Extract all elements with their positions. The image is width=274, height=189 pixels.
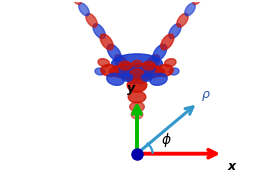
Ellipse shape — [95, 68, 105, 75]
Ellipse shape — [137, 65, 152, 84]
Text: y: y — [127, 82, 135, 95]
Ellipse shape — [115, 55, 129, 72]
Ellipse shape — [193, 0, 202, 4]
Ellipse shape — [141, 74, 152, 81]
Ellipse shape — [116, 65, 158, 78]
Ellipse shape — [79, 3, 89, 16]
Text: x: x — [227, 160, 235, 173]
Text: ϕ: ϕ — [161, 133, 171, 147]
Ellipse shape — [127, 78, 147, 92]
Ellipse shape — [100, 34, 113, 50]
Ellipse shape — [156, 65, 173, 77]
Ellipse shape — [72, 0, 81, 4]
Ellipse shape — [161, 34, 174, 50]
Ellipse shape — [93, 24, 105, 38]
Ellipse shape — [107, 44, 121, 61]
Ellipse shape — [153, 44, 167, 61]
Ellipse shape — [150, 73, 167, 85]
Ellipse shape — [130, 102, 144, 112]
Ellipse shape — [110, 64, 164, 79]
Ellipse shape — [119, 61, 132, 70]
Ellipse shape — [177, 13, 188, 27]
Ellipse shape — [112, 54, 162, 74]
Ellipse shape — [185, 3, 195, 16]
Ellipse shape — [128, 91, 146, 103]
Ellipse shape — [98, 59, 110, 67]
Ellipse shape — [164, 59, 176, 67]
Ellipse shape — [131, 110, 143, 119]
Ellipse shape — [101, 65, 118, 77]
Ellipse shape — [132, 60, 142, 67]
Ellipse shape — [169, 68, 179, 75]
Ellipse shape — [107, 73, 124, 85]
Ellipse shape — [122, 74, 133, 81]
Ellipse shape — [122, 65, 137, 84]
Ellipse shape — [145, 55, 159, 72]
Ellipse shape — [169, 24, 181, 38]
Text: ρ: ρ — [202, 88, 209, 101]
Ellipse shape — [86, 13, 97, 27]
Ellipse shape — [142, 61, 155, 70]
Ellipse shape — [130, 69, 144, 78]
